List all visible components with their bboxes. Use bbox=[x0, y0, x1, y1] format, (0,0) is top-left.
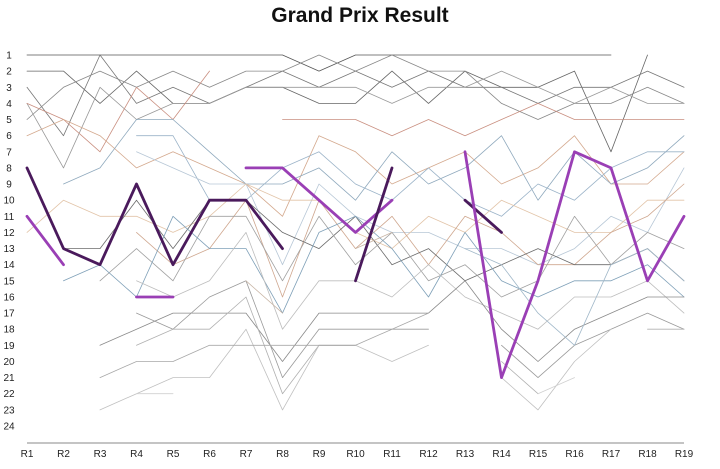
series-line-28 bbox=[244, 166, 394, 234]
x-tick-label: R3 bbox=[94, 449, 107, 460]
series-line-7 bbox=[26, 119, 685, 217]
x-tick-label: R10 bbox=[346, 449, 365, 460]
series-line-2 bbox=[26, 54, 648, 153]
x-tick-label: R17 bbox=[602, 449, 621, 460]
series-lines bbox=[25, 54, 686, 411]
y-tick-label: 23 bbox=[3, 405, 15, 416]
series-line-17 bbox=[99, 280, 685, 362]
x-tick-label: R5 bbox=[167, 449, 180, 460]
y-tick-label: 18 bbox=[3, 325, 15, 336]
y-tick-label: 3 bbox=[6, 83, 12, 94]
series-line-19 bbox=[501, 361, 539, 395]
series-line-6 bbox=[282, 103, 685, 137]
x-tick-label: R2 bbox=[57, 449, 70, 460]
series-line-21 bbox=[537, 377, 575, 395]
x-tick-label: R12 bbox=[419, 449, 438, 460]
series-line-20 bbox=[99, 328, 429, 411]
series-line-23 bbox=[355, 231, 393, 250]
y-tick-label: 13 bbox=[3, 244, 15, 255]
series-line-8 bbox=[63, 119, 685, 201]
x-tick-label: R14 bbox=[492, 449, 511, 460]
series-line-31 bbox=[463, 150, 686, 380]
y-tick-label: 10 bbox=[3, 196, 15, 207]
series-line-23 bbox=[245, 280, 283, 314]
x-tick-label: R15 bbox=[529, 449, 548, 460]
series-line-24 bbox=[464, 248, 685, 346]
y-tick-label: 7 bbox=[6, 147, 12, 158]
y-tick-label: 17 bbox=[3, 309, 15, 320]
chart-title: Grand Prix Result bbox=[271, 4, 449, 27]
y-tick-label: 1 bbox=[6, 51, 12, 62]
y-tick-label: 19 bbox=[3, 341, 15, 352]
series-line-18 bbox=[501, 312, 685, 379]
x-tick-label: R4 bbox=[130, 449, 143, 460]
series-line-29 bbox=[354, 166, 394, 283]
series-line-26 bbox=[25, 214, 65, 267]
y-tick-label: 12 bbox=[3, 228, 15, 239]
x-tick-label: R18 bbox=[638, 449, 657, 460]
series-line-15 bbox=[63, 215, 685, 314]
y-tick-label: 11 bbox=[4, 212, 15, 223]
series-line-30 bbox=[463, 198, 503, 234]
y-tick-label: 2 bbox=[6, 67, 12, 78]
y-tick-label: 5 bbox=[6, 115, 12, 126]
series-line-22 bbox=[99, 312, 429, 379]
series-line-16 bbox=[136, 231, 685, 330]
y-tick-label: 22 bbox=[3, 389, 15, 400]
series-line-1 bbox=[26, 54, 612, 72]
series-line-25 bbox=[25, 166, 284, 267]
x-axis-ticks: R1 R2 R3 R4 R5 R6 R7 R8 R9 R10 R11 R12 R13 R14 R15 R16 R… bbox=[21, 449, 694, 460]
x-tick-label: R9 bbox=[313, 449, 326, 460]
y-tick-label: 9 bbox=[6, 180, 12, 191]
x-tick-label: R8 bbox=[276, 449, 289, 460]
series-line-20 bbox=[501, 328, 612, 411]
series-line-6 bbox=[26, 70, 210, 153]
series-line-14 bbox=[99, 215, 685, 298]
y-tick-label: 21 bbox=[3, 373, 15, 384]
series-line-18 bbox=[136, 280, 429, 379]
y-tick-label: 8 bbox=[6, 163, 12, 174]
y-tick-label: 24 bbox=[3, 422, 15, 433]
x-tick-label: R7 bbox=[240, 449, 253, 460]
x-tick-label: R13 bbox=[456, 449, 475, 460]
x-tick-label: R19 bbox=[675, 449, 694, 460]
x-tick-label: R16 bbox=[565, 449, 584, 460]
y-tick-label: 16 bbox=[3, 293, 15, 304]
series-line-12 bbox=[136, 183, 685, 298]
x-tick-label: R1 bbox=[21, 449, 34, 460]
y-tick-label: 14 bbox=[3, 260, 15, 271]
x-tick-label: R11 bbox=[383, 449, 401, 460]
y-tick-label: 20 bbox=[3, 357, 15, 368]
y-tick-label: 4 bbox=[6, 99, 12, 110]
x-tick-label: R6 bbox=[203, 449, 216, 460]
y-tick-label: 15 bbox=[3, 276, 15, 287]
y-tick-label: 6 bbox=[6, 131, 12, 142]
